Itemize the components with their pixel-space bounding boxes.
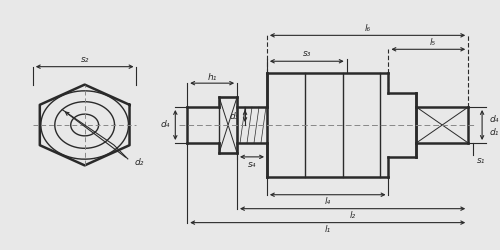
Text: l₆: l₆ (364, 24, 370, 33)
Text: h₁: h₁ (208, 73, 217, 82)
Text: l₄: l₄ (324, 197, 331, 206)
Text: d₂: d₂ (135, 158, 144, 168)
Text: s₂: s₂ (80, 55, 89, 64)
Text: d₄: d₄ (490, 114, 500, 124)
Bar (219, 97, 237, 153)
Text: s₄: s₄ (248, 160, 256, 169)
Text: s₃: s₃ (302, 49, 311, 58)
Text: l₅: l₅ (429, 38, 436, 47)
Text: d₃: d₃ (230, 112, 239, 120)
Text: l₂: l₂ (350, 211, 356, 220)
Text: s₁: s₁ (477, 156, 486, 165)
Text: d₁: d₁ (490, 128, 500, 138)
Text: d₄: d₄ (161, 120, 170, 130)
Text: l₁: l₁ (324, 225, 331, 234)
